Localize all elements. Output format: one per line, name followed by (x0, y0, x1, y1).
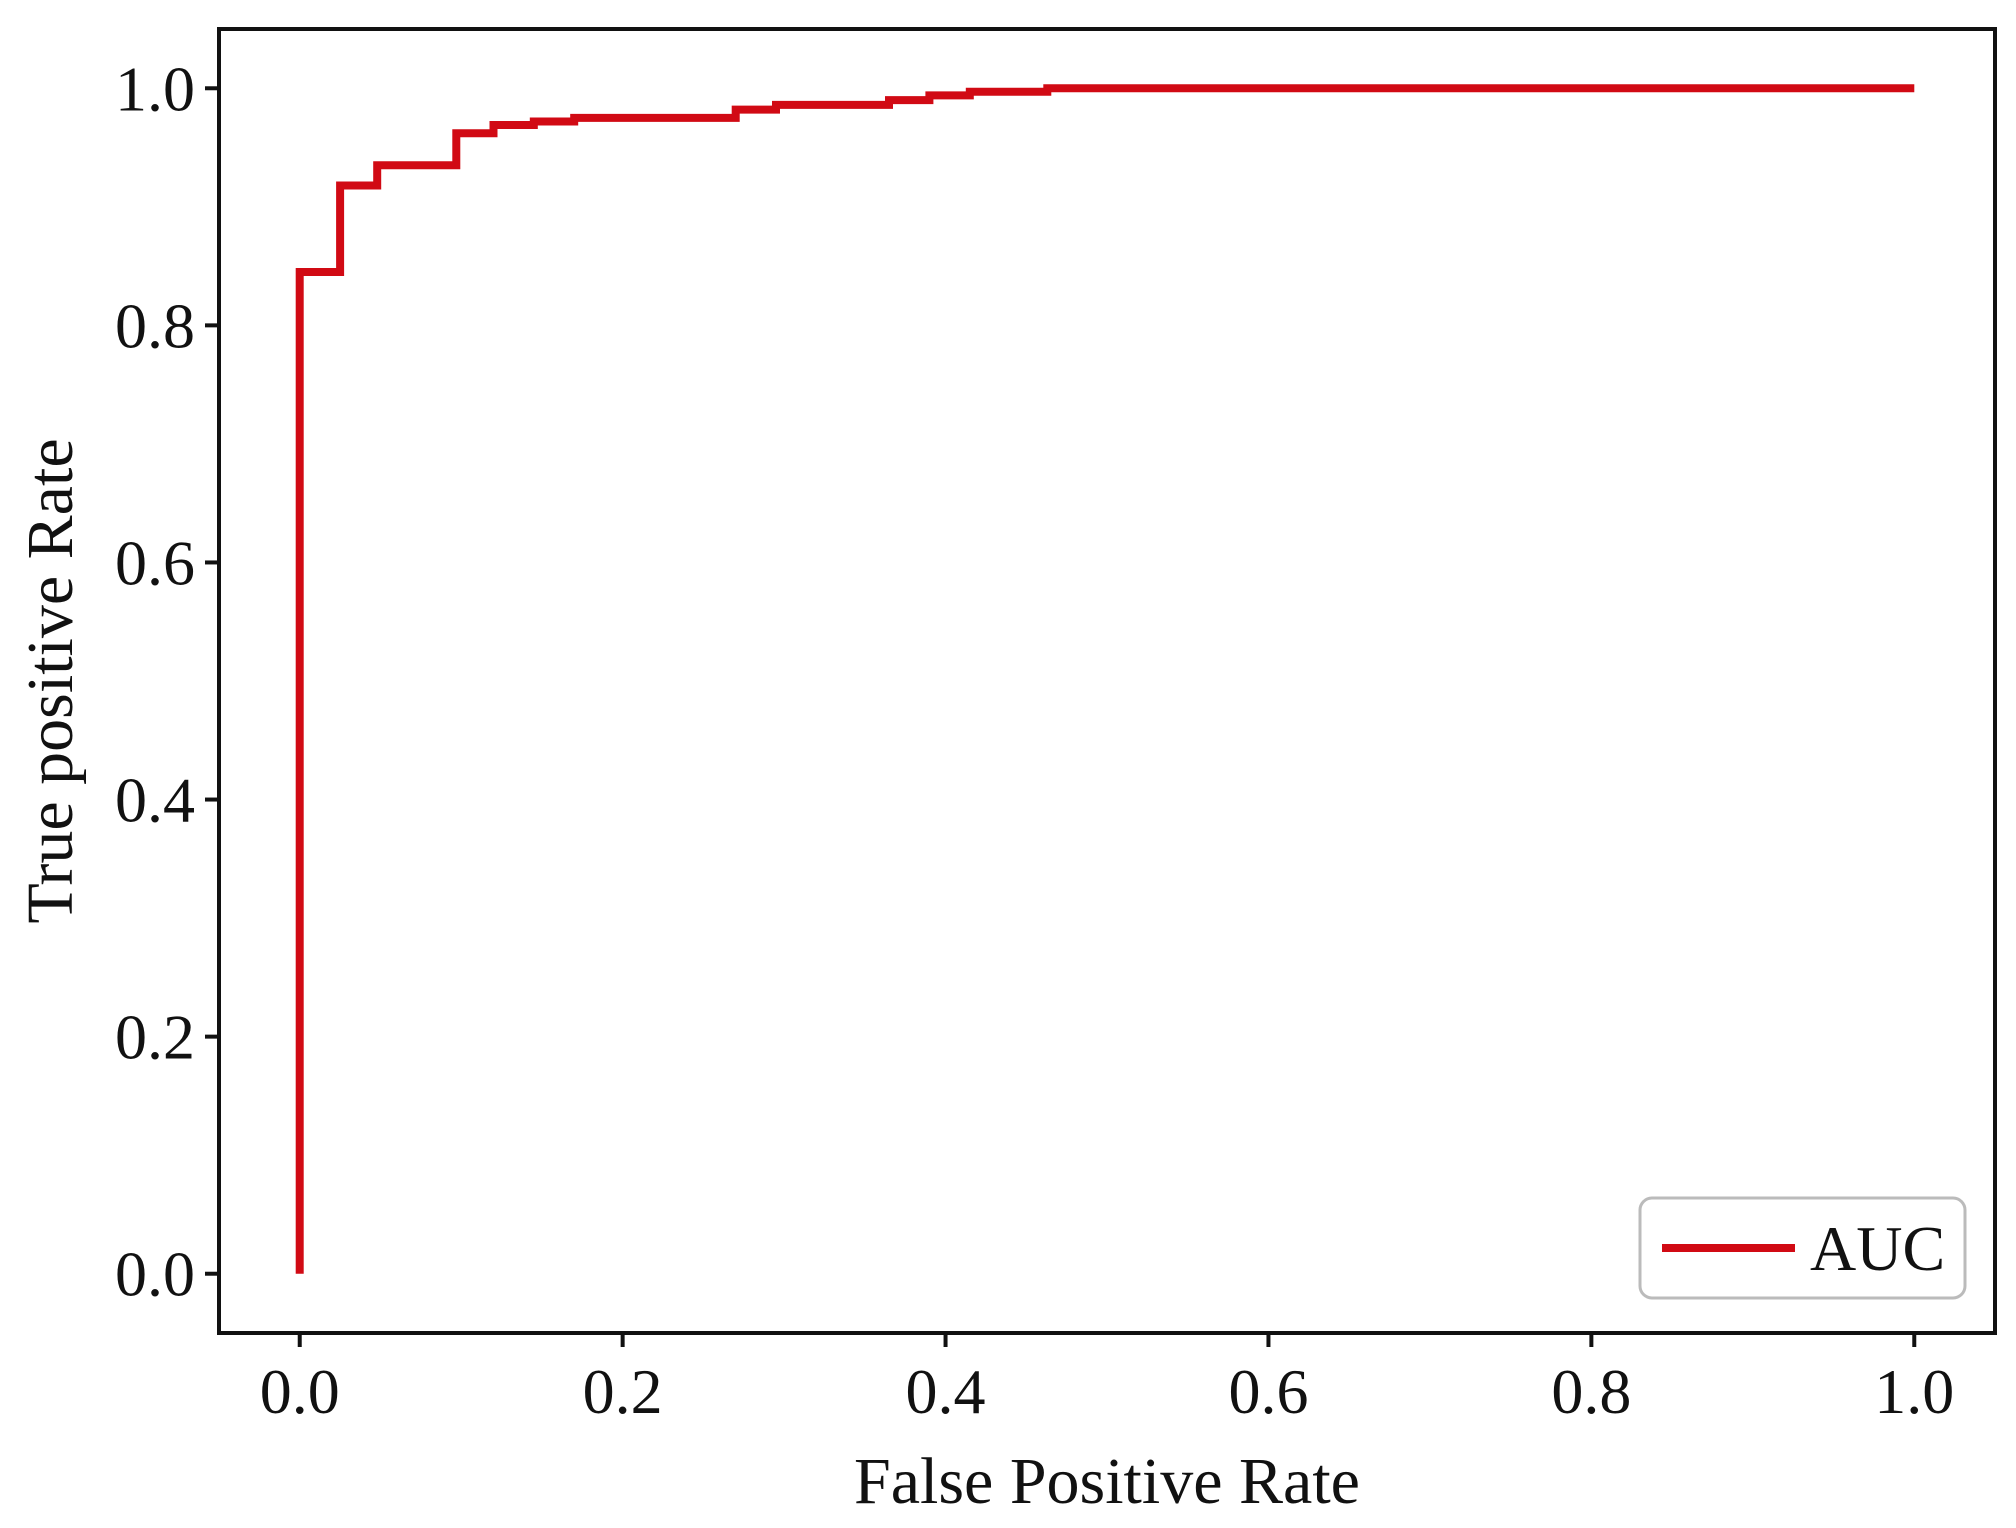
x-tick-label: 0.2 (583, 1356, 663, 1427)
x-tick-label: 0.4 (906, 1356, 986, 1427)
y-axis-ticks: 0.0 0.2 0.4 0.6 0.8 1.0 (115, 53, 219, 1310)
legend: AUC (1638, 1196, 1967, 1300)
y-tick-label: 0.2 (115, 1002, 195, 1073)
x-axis-label: False Positive Rate (854, 1445, 1360, 1518)
y-tick-label: 1.0 (115, 53, 195, 124)
x-axis-ticks: 0.0 0.2 0.4 0.6 0.8 1.0 (260, 1333, 1954, 1427)
y-axis-label: True positive Rate (14, 438, 87, 923)
x-tick-label: 0.0 (260, 1356, 340, 1427)
series-layer (295, 84, 1915, 1274)
y-tick-label: 0.8 (115, 290, 195, 361)
x-tick-label: 0.6 (1228, 1356, 1308, 1427)
plot-area (217, 27, 1997, 1335)
plot-frame (217, 27, 1997, 1335)
legend-label-auc: AUC (1810, 1213, 1945, 1284)
y-tick-label: 0.0 (115, 1239, 195, 1310)
x-tick-label: 0.8 (1551, 1356, 1631, 1427)
series-line-auc (295, 84, 1915, 1274)
legend-box (1638, 1196, 1967, 1300)
y-tick-label: 0.6 (115, 527, 195, 598)
x-tick-label: 1.0 (1874, 1356, 1954, 1427)
y-tick-label: 0.4 (115, 765, 195, 836)
